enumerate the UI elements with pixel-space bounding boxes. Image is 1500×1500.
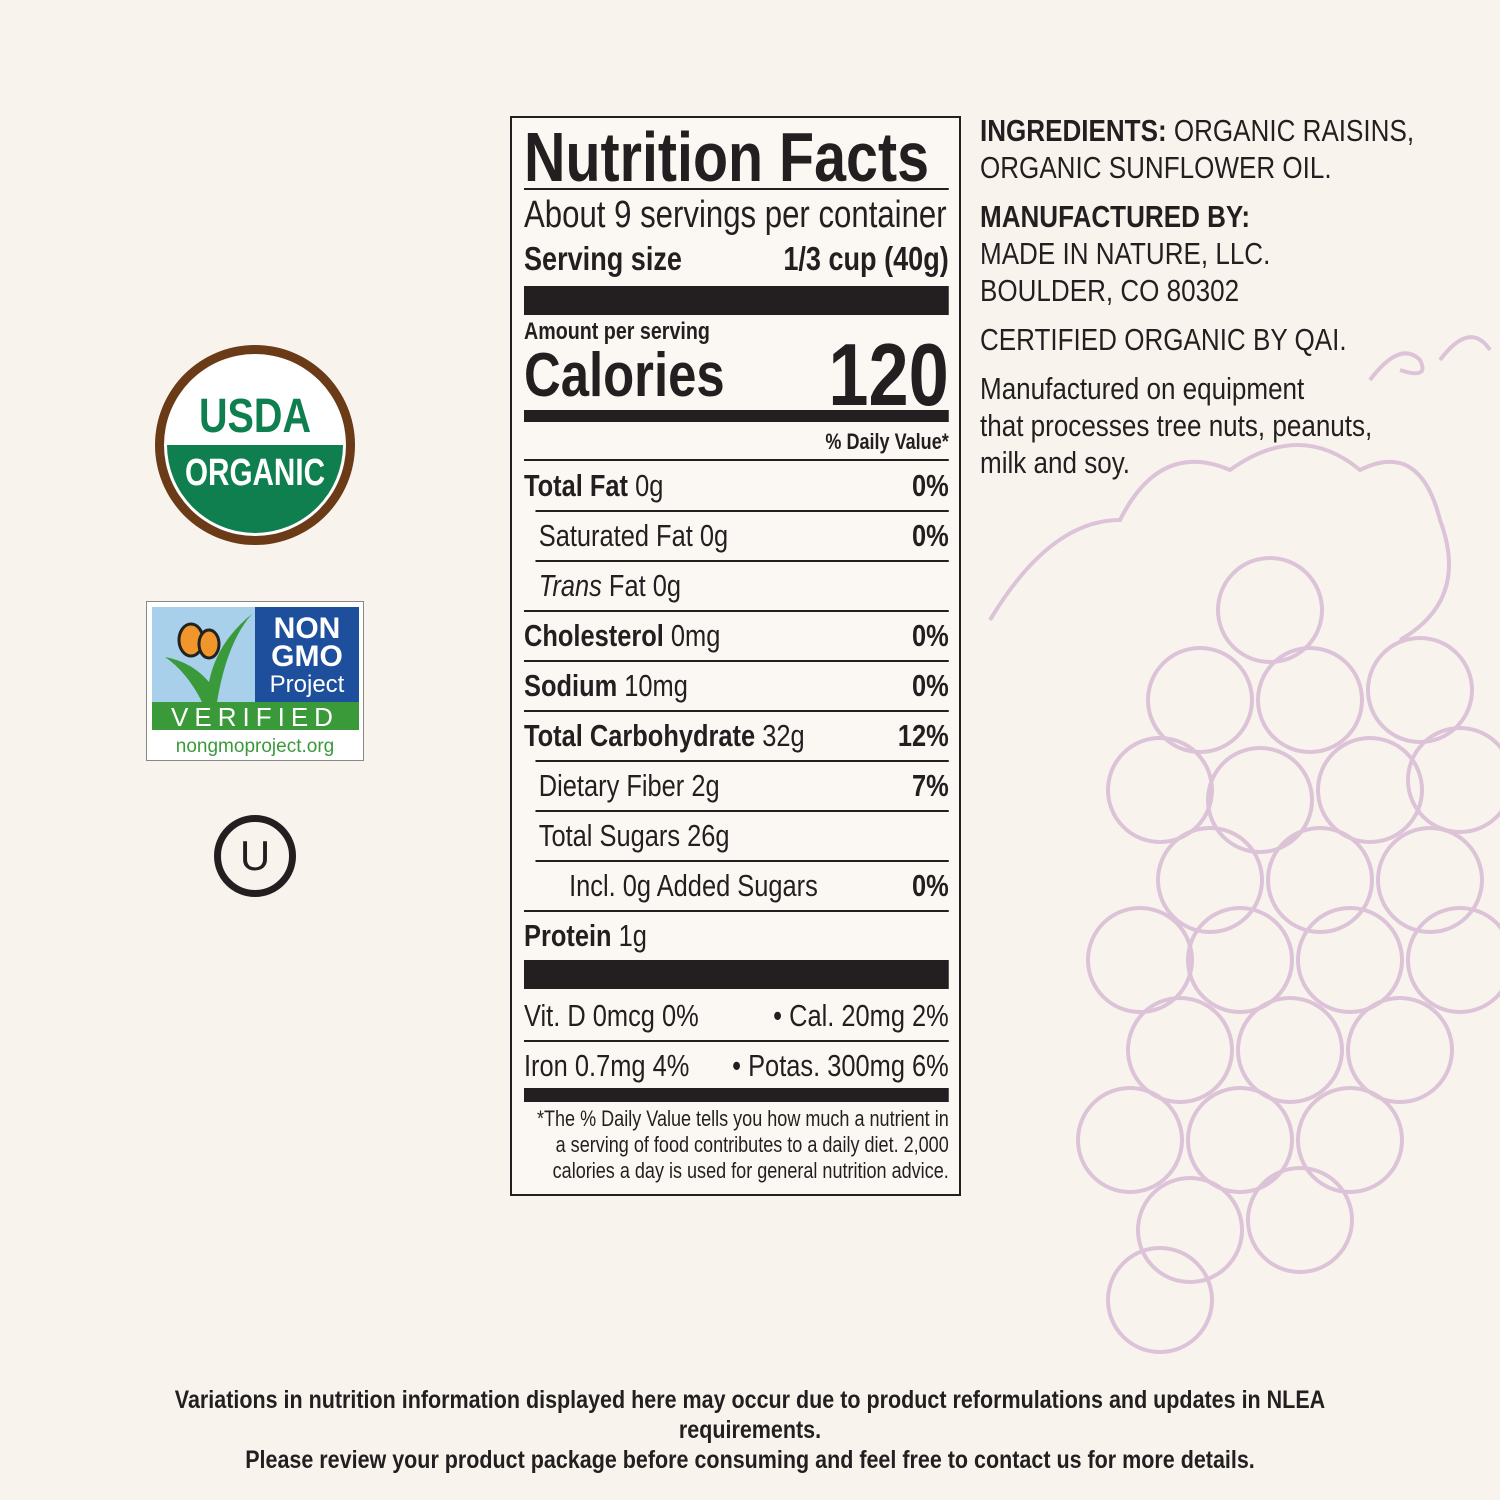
grape — [1316, 736, 1424, 844]
grape — [1346, 996, 1454, 1104]
svg-text:NON: NON — [274, 612, 341, 645]
grape — [1296, 1086, 1404, 1194]
nutrient-row: Dietary Fiber 2g 7% — [524, 762, 949, 810]
nutrient-amount: Fat 0g — [608, 568, 682, 603]
vitamin-row: Vit. D 0mcg 0% • Cal. 20mg 2% — [524, 998, 949, 1033]
nutrient-amount: 0g — [635, 468, 664, 503]
nutrient-daily-value: 0% — [912, 868, 949, 903]
grape — [1406, 906, 1500, 1014]
nutrient-name: Total Carbohydrate — [524, 718, 756, 753]
nutrient-daily-value: 0% — [912, 618, 949, 653]
grape — [1126, 996, 1234, 1104]
grape — [1186, 906, 1294, 1014]
serving-size-row: Serving size 1/3 cup (40g) — [524, 240, 949, 278]
grape — [1266, 826, 1374, 934]
certification: CERTIFIED ORGANIC BY QAI. — [980, 322, 1347, 357]
nutrient-daily-value: 12% — [897, 718, 949, 753]
grape — [1156, 826, 1264, 934]
serving-size-label: Serving size — [524, 240, 682, 277]
kosher-symbol: U — [239, 832, 271, 879]
nutrient-row: Saturated Fat 0g 0% — [524, 512, 949, 560]
manufacturer: MANUFACTURED BY: MADE IN NATURE, LLC. BOUL… — [980, 199, 1271, 308]
grape — [1106, 1246, 1214, 1354]
nutrient-row: Total Fat 0g 0% — [524, 462, 949, 510]
organic-text: ORGANIC — [185, 452, 325, 494]
nutrient-row: Trans Fat 0g — [524, 562, 949, 610]
allergen-statement: Manufactured on equipment that processes … — [980, 371, 1373, 480]
nutrient-name: Total Fat — [524, 468, 629, 503]
grape-leaf — [988, 443, 1451, 642]
grape — [1136, 1176, 1244, 1284]
nutrient-name: Saturated Fat 0g — [538, 518, 729, 553]
grape — [1296, 906, 1404, 1014]
label-title: Nutrition Facts — [524, 118, 930, 196]
grape — [1246, 1166, 1354, 1274]
nutrient-name: Cholesterol — [524, 618, 664, 653]
svg-text:GMO: GMO — [271, 640, 343, 673]
servings-per-container: About 9 servings per container — [524, 193, 947, 236]
grape — [1186, 1086, 1294, 1194]
nutrient-amount: 10mg — [624, 668, 688, 703]
nutrient-name: Trans — [538, 568, 602, 603]
nutrient-amount: 1g — [618, 918, 647, 953]
nutrient-row: Protein 1g — [524, 912, 949, 960]
nutrient-row: Total Carbohydrate 32g 12% — [524, 712, 949, 760]
nutrient-daily-value: 0% — [912, 668, 949, 703]
grape — [1146, 646, 1254, 754]
footnote: *The % Daily Value tells you how much a … — [536, 1106, 949, 1183]
grape — [1106, 736, 1214, 844]
nutrient-name: Sodium — [524, 668, 618, 703]
nutrient-name: Incl. 0g Added Sugars — [569, 868, 818, 903]
nutrient-row: Sodium 10mg 0% — [524, 662, 949, 710]
ingredients: INGREDIENTS: ORGANIC RAISINS, ORGANIC SUN… — [980, 113, 1415, 185]
non-gmo-project-logo: NON GMO Project VERIFIED nongmoproject.o… — [146, 601, 364, 761]
nutrient-daily-value: 7% — [912, 768, 949, 803]
grape — [1216, 556, 1324, 664]
grape — [1076, 1086, 1184, 1194]
grape — [1376, 826, 1484, 934]
grape — [1406, 726, 1500, 834]
svg-text:nongmoproject.org: nongmoproject.org — [176, 736, 334, 757]
nutrient-name: Dietary Fiber 2g — [538, 768, 720, 803]
grape — [1366, 636, 1474, 744]
vine-tendril — [1368, 335, 1492, 382]
grape-illustration — [988, 335, 1500, 1354]
disclaimer-footer: Variations in nutrition information disp… — [174, 1386, 1326, 1474]
nutrient-amount: 0mg — [670, 618, 721, 653]
nutrient-name: Protein — [524, 918, 612, 953]
nutrient-daily-value: 0% — [912, 468, 949, 503]
product-info: INGREDIENTS: ORGANIC RAISINS, ORGANIC SUN… — [980, 112, 1415, 493]
serving-size-value: 1/3 cup (40g) — [783, 240, 949, 277]
nutrition-facts-label: Nutrition Facts About 9 servings per con… — [510, 116, 961, 1196]
nutrient-row: Cholesterol 0mg 0% — [524, 612, 949, 660]
calories-row: Calories 120 — [524, 325, 949, 424]
vitamin-row: Iron 0.7mg 4% • Potas. 300mg 6% — [524, 1048, 949, 1083]
svg-text:VERIFIED: VERIFIED — [171, 702, 339, 732]
calories-label: Calories — [524, 340, 725, 410]
calories-value: 120 — [828, 325, 949, 424]
grape — [1256, 646, 1364, 754]
nutrient-row: Incl. 0g Added Sugars 0% — [524, 862, 949, 910]
svg-text:Project: Project — [270, 671, 345, 698]
nutrient-daily-value: 0% — [912, 518, 949, 553]
grape — [1086, 906, 1194, 1014]
amount-per-serving: Amount per serving — [524, 318, 710, 345]
nutrient-row: Total Sugars 26g — [524, 812, 949, 860]
kosher-ou-logo: U — [214, 815, 296, 897]
usda-text: USDA — [199, 390, 311, 443]
nutrient-name: Total Sugars 26g — [538, 818, 730, 853]
grape — [1236, 996, 1344, 1104]
nutrient-amount: 32g — [762, 718, 805, 753]
grape — [1206, 746, 1314, 854]
usda-organic-logo: USDA ORGANIC — [150, 340, 360, 550]
daily-value-header: % Daily Value* — [825, 429, 949, 454]
